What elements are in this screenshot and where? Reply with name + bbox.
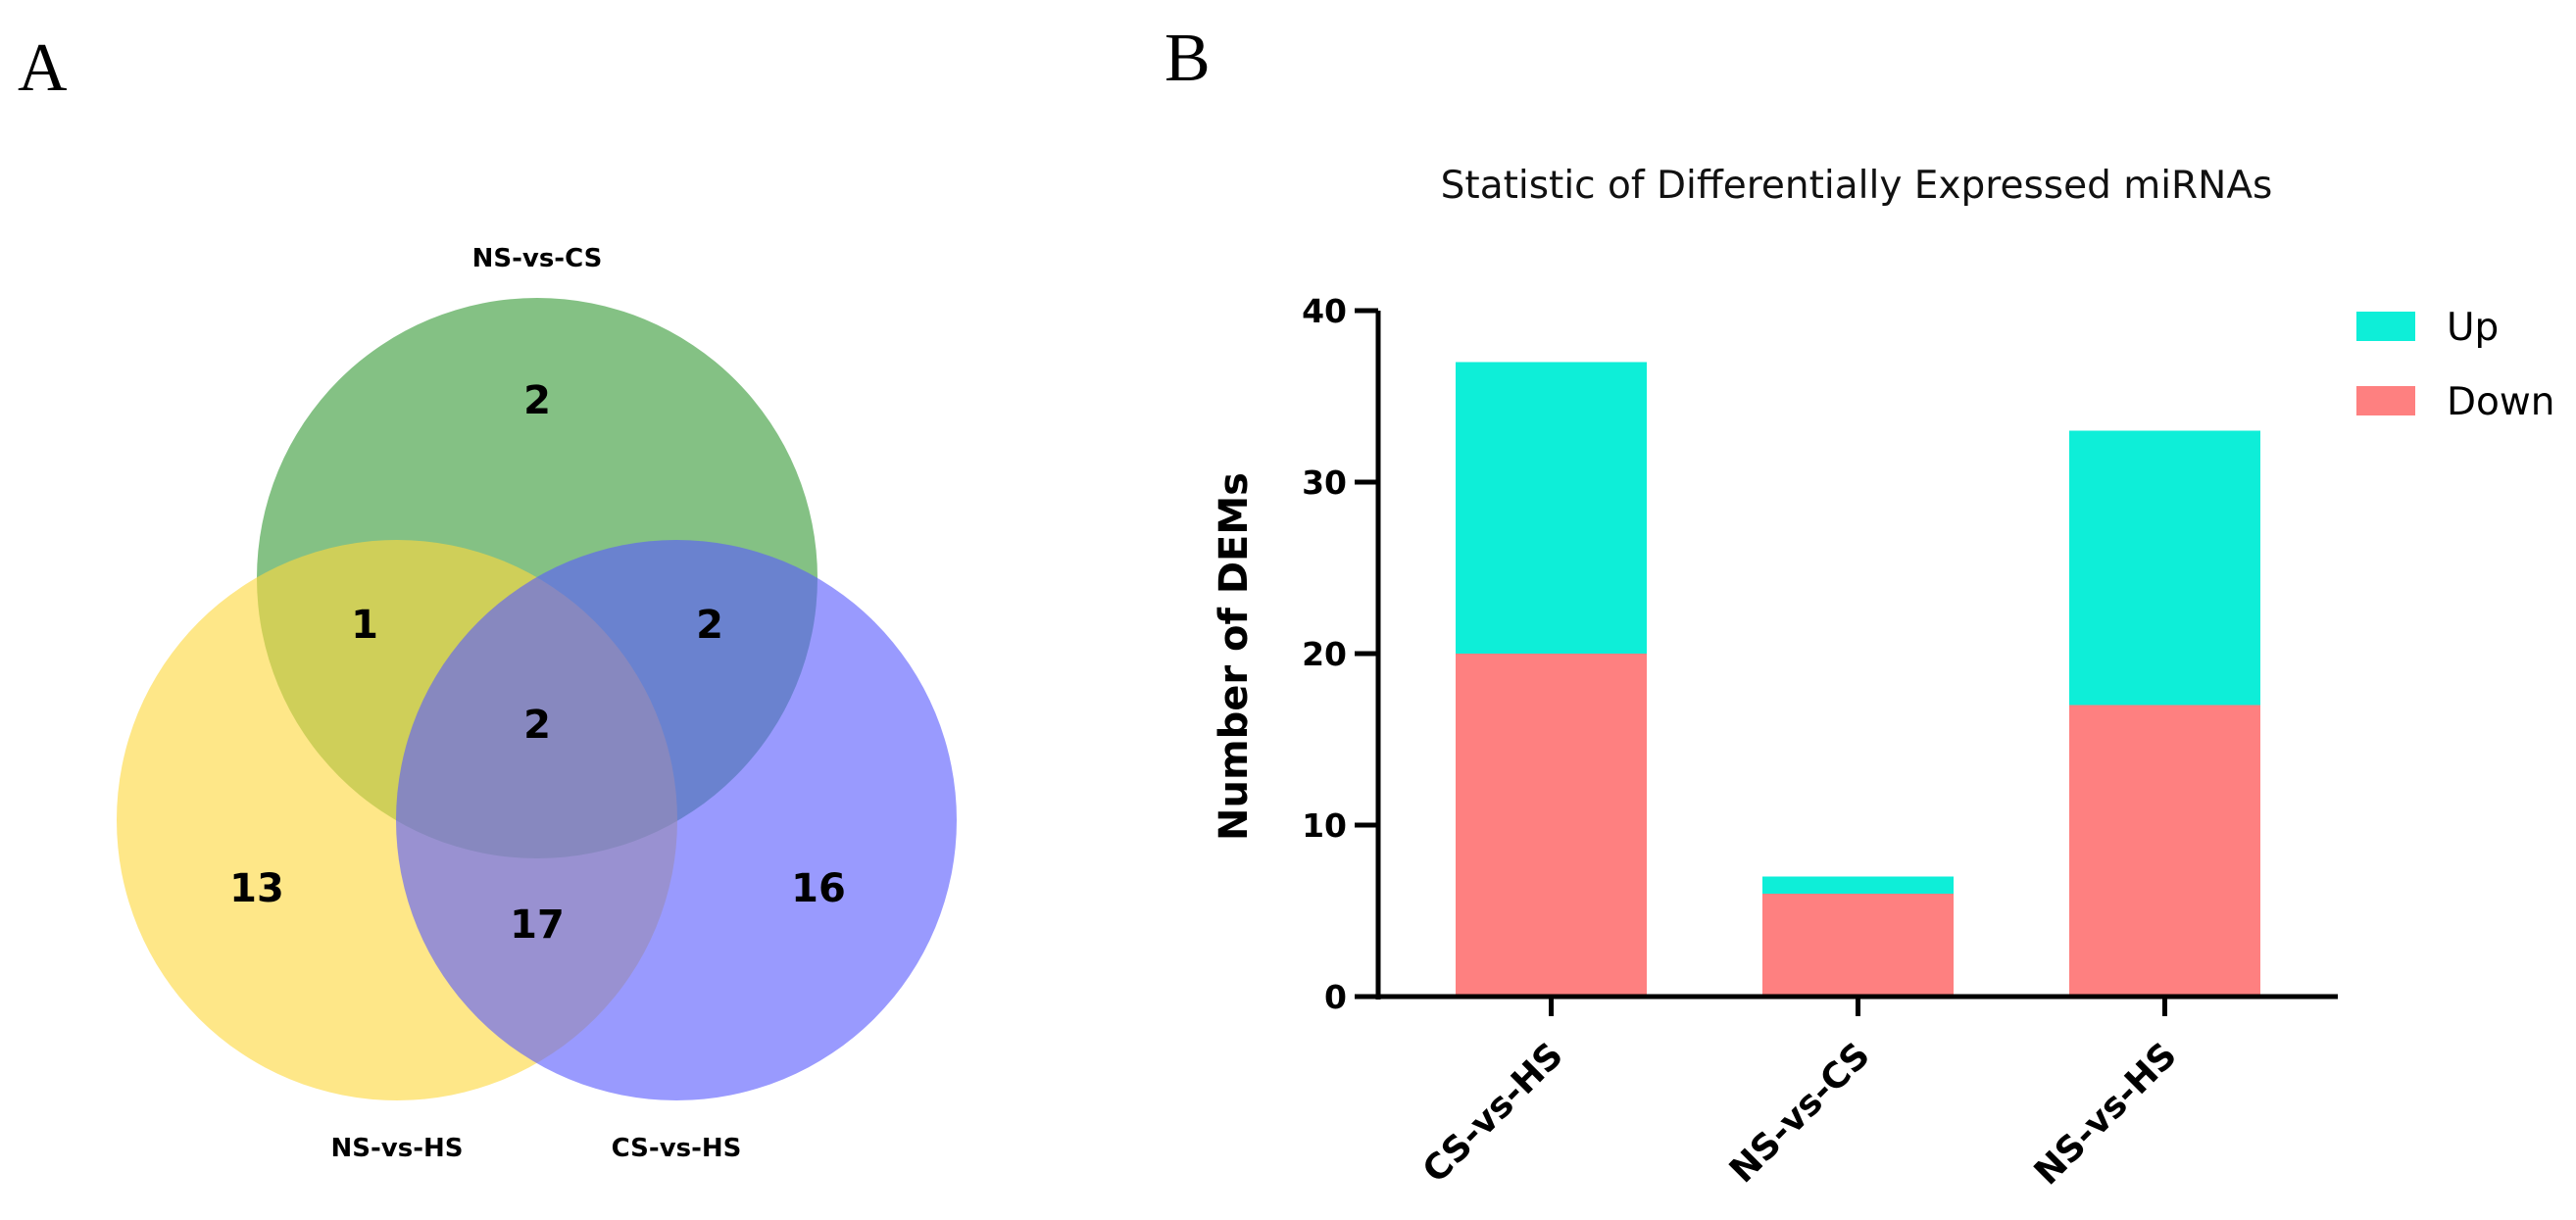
y-tick-label: 10 [1302, 806, 1347, 845]
y-tick-label: 0 [1324, 978, 1347, 1016]
venn-count-ns-cs-only: 2 [523, 378, 551, 423]
y-tick-label: 40 [1302, 292, 1347, 330]
bar-down-ns-vs-hs [2069, 705, 2260, 997]
legend-swatch-up [2356, 312, 2415, 341]
y-ticks: 0 10 20 30 40 [1302, 292, 1378, 1016]
venn-label-ns-vs-cs: NS-vs-CS [472, 244, 603, 273]
venn-count-ns-cs-and-ns-hs: 1 [351, 603, 378, 648]
y-tick-label: 20 [1302, 635, 1347, 673]
venn-diagram: NS-vs-CS NS-vs-HS CS-vs-HS 2 1 2 2 13 16… [117, 244, 957, 1163]
legend-label-up: Up [2447, 306, 2499, 350]
y-tick-label: 30 [1302, 464, 1347, 502]
chart-title: Statistic of Differentially Expressed mi… [1441, 164, 2273, 208]
venn-circle-cs-vs-hs [396, 540, 957, 1100]
legend-label-down: Down [2447, 380, 2555, 424]
panel-b-letter: B [1164, 21, 1211, 96]
legend: Up Down [2356, 306, 2555, 424]
x-tick-label: NS-vs-HS [2027, 1035, 2185, 1193]
y-axis-label: Number of DEMs [1212, 472, 1257, 841]
x-tick-label: CS-vs-HS [1415, 1035, 1571, 1191]
panel-a-letter: A [18, 30, 68, 106]
bar-chart: Statistic of Differentially Expressed mi… [1212, 164, 2555, 1194]
x-tick-label: NS-vs-CS [1722, 1035, 1878, 1191]
venn-count-ns-hs-only: 13 [229, 866, 284, 911]
venn-count-all-three: 2 [523, 703, 551, 748]
bar-up-cs-vs-hs [1456, 362, 1647, 654]
bar-up-ns-vs-hs [2069, 430, 2260, 706]
venn-count-ns-cs-and-cs-hs: 2 [696, 603, 723, 648]
x-ticks: CS-vs-HS NS-vs-CS NS-vs-HS [1415, 997, 2185, 1194]
venn-label-ns-vs-hs: NS-vs-HS [331, 1134, 464, 1163]
bar-up-ns-vs-cs [1762, 876, 1954, 894]
legend-swatch-down [2356, 386, 2415, 415]
venn-label-cs-vs-hs: CS-vs-HS [612, 1134, 742, 1163]
bar-down-cs-vs-hs [1456, 654, 1647, 997]
bars [1456, 362, 2260, 997]
bar-down-ns-vs-cs [1762, 894, 1954, 997]
venn-count-cs-hs-only: 16 [791, 866, 846, 911]
venn-count-ns-hs-and-cs-hs: 17 [510, 903, 565, 948]
